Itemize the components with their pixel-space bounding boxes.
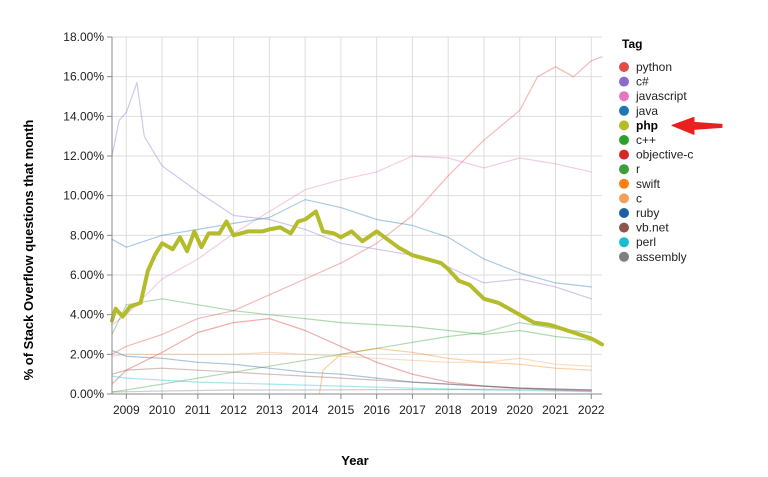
y-tick-label: 14.00% (63, 109, 104, 123)
legend-item-java: java (619, 104, 658, 118)
legend-item-objective-c: objective-c (619, 148, 693, 162)
legend-label: r (636, 162, 640, 176)
x-tick-label: 2012 (220, 403, 247, 417)
y-tick-label: 12.00% (63, 149, 104, 163)
y-tick-label: 0.00% (70, 387, 104, 401)
series-line-vb-net (111, 367, 592, 391)
chart-axes (111, 37, 602, 395)
y-tick-label: 18.00% (63, 30, 104, 44)
legend-label: assembly (636, 250, 687, 264)
legend-label: python (636, 60, 672, 74)
series-line-assembly (111, 388, 592, 393)
legend-label: vb.net (636, 221, 669, 235)
x-tick-label: 2017 (399, 403, 426, 417)
series-line-ruby (111, 349, 592, 391)
series-line-c (111, 351, 592, 367)
y-tick-label: 10.00% (63, 189, 104, 203)
legend-swatch (619, 120, 629, 131)
legend-label: objective-c (636, 148, 693, 162)
legend-item-vb-net: vb.net (619, 221, 669, 235)
legend-swatch (619, 251, 629, 262)
series-line-javascript (111, 155, 592, 326)
legend-item-assembly: assembly (619, 250, 687, 264)
series-line-r (111, 322, 592, 393)
series-line-objective-c (111, 318, 592, 392)
legend-label: php (636, 118, 658, 132)
y-tick-label: 16.00% (63, 70, 104, 84)
legend-item-c-: c++ (619, 133, 656, 147)
legend-label: c++ (636, 133, 656, 147)
highlighted-series (110, 209, 604, 347)
legend-label: swift (636, 177, 661, 191)
legend-title: Tag (622, 37, 642, 51)
red-arrow-annotation (671, 116, 723, 135)
x-tick-label: 2013 (256, 403, 283, 417)
series-line-perl (111, 375, 592, 393)
x-tick-label: 2009 (113, 403, 140, 417)
legend-item-ruby: ruby (619, 206, 659, 220)
chart-grid (112, 36, 602, 395)
y-tick-label: 2.00% (70, 347, 104, 361)
series-line-swift (318, 347, 592, 395)
legend-swatch (619, 222, 629, 233)
legend-item-r: r (619, 162, 640, 176)
series-line-c- (111, 298, 592, 341)
legend-swatch (619, 237, 629, 248)
x-tick-label: 2018 (435, 403, 462, 417)
legend-swatch (619, 208, 629, 218)
legend: Tag pythonc#javascriptjavaphpc++objectiv… (619, 37, 693, 264)
legend-swatch (619, 76, 629, 87)
legend-item-c-: c# (619, 75, 649, 89)
legend-item-swift: swift (619, 177, 661, 191)
x-tick-label: 2022 (578, 403, 605, 417)
x-tick-label: 2021 (542, 403, 569, 417)
y-axis-ticks: 0.00% 2.00% 4.00% 6.00% 8.00% 10.00% 12.00% 14.… (63, 30, 112, 401)
legend-swatch (619, 178, 629, 189)
legend-items: pythonc#javascriptjavaphpc++objective-cr… (619, 60, 693, 264)
x-axis-ticks: 2009 2010 2011 2012 2013 2014 2015 2016 2017 2018… (113, 394, 605, 417)
series-line-java (111, 199, 592, 288)
series-line-php (110, 209, 604, 347)
x-axis-title: Year (341, 453, 368, 468)
legend-label: javascript (635, 89, 687, 103)
y-axis-title: % of Stack Overflow questions that month (21, 120, 36, 381)
x-tick-label: 2019 (471, 403, 498, 417)
legend-label: java (635, 104, 658, 118)
legend-swatch (619, 135, 629, 145)
arrow-shape (671, 116, 723, 135)
x-tick-label: 2015 (328, 403, 355, 417)
y-tick-label: 4.00% (70, 308, 104, 322)
series-line-c- (111, 82, 592, 300)
legend-label: c# (636, 75, 649, 89)
y-tick-label: 6.00% (70, 268, 104, 282)
legend-swatch (619, 105, 629, 116)
legend-swatch (619, 164, 629, 175)
legend-label: perl (636, 235, 656, 249)
legend-item-python: python (619, 60, 672, 74)
legend-item-php: php (619, 118, 658, 132)
legend-label: c (636, 191, 642, 205)
x-tick-label: 2014 (292, 403, 319, 417)
x-tick-label: 2020 (506, 403, 533, 417)
legend-item-javascript: javascript (619, 89, 687, 103)
x-tick-label: 2010 (149, 403, 176, 417)
y-tick-label: 8.00% (70, 228, 104, 242)
series-line-python (111, 56, 603, 355)
legend-swatch (619, 193, 629, 204)
x-tick-label: 2016 (363, 403, 390, 417)
legend-swatch (619, 149, 629, 160)
background-series (111, 56, 603, 395)
legend-label: ruby (636, 206, 659, 220)
legend-swatch (619, 91, 629, 102)
legend-item-perl: perl (619, 235, 656, 249)
x-tick-label: 2011 (185, 403, 211, 417)
legend-swatch (619, 62, 629, 72)
plot-area (112, 37, 602, 394)
legend-item-c: c (619, 191, 642, 205)
